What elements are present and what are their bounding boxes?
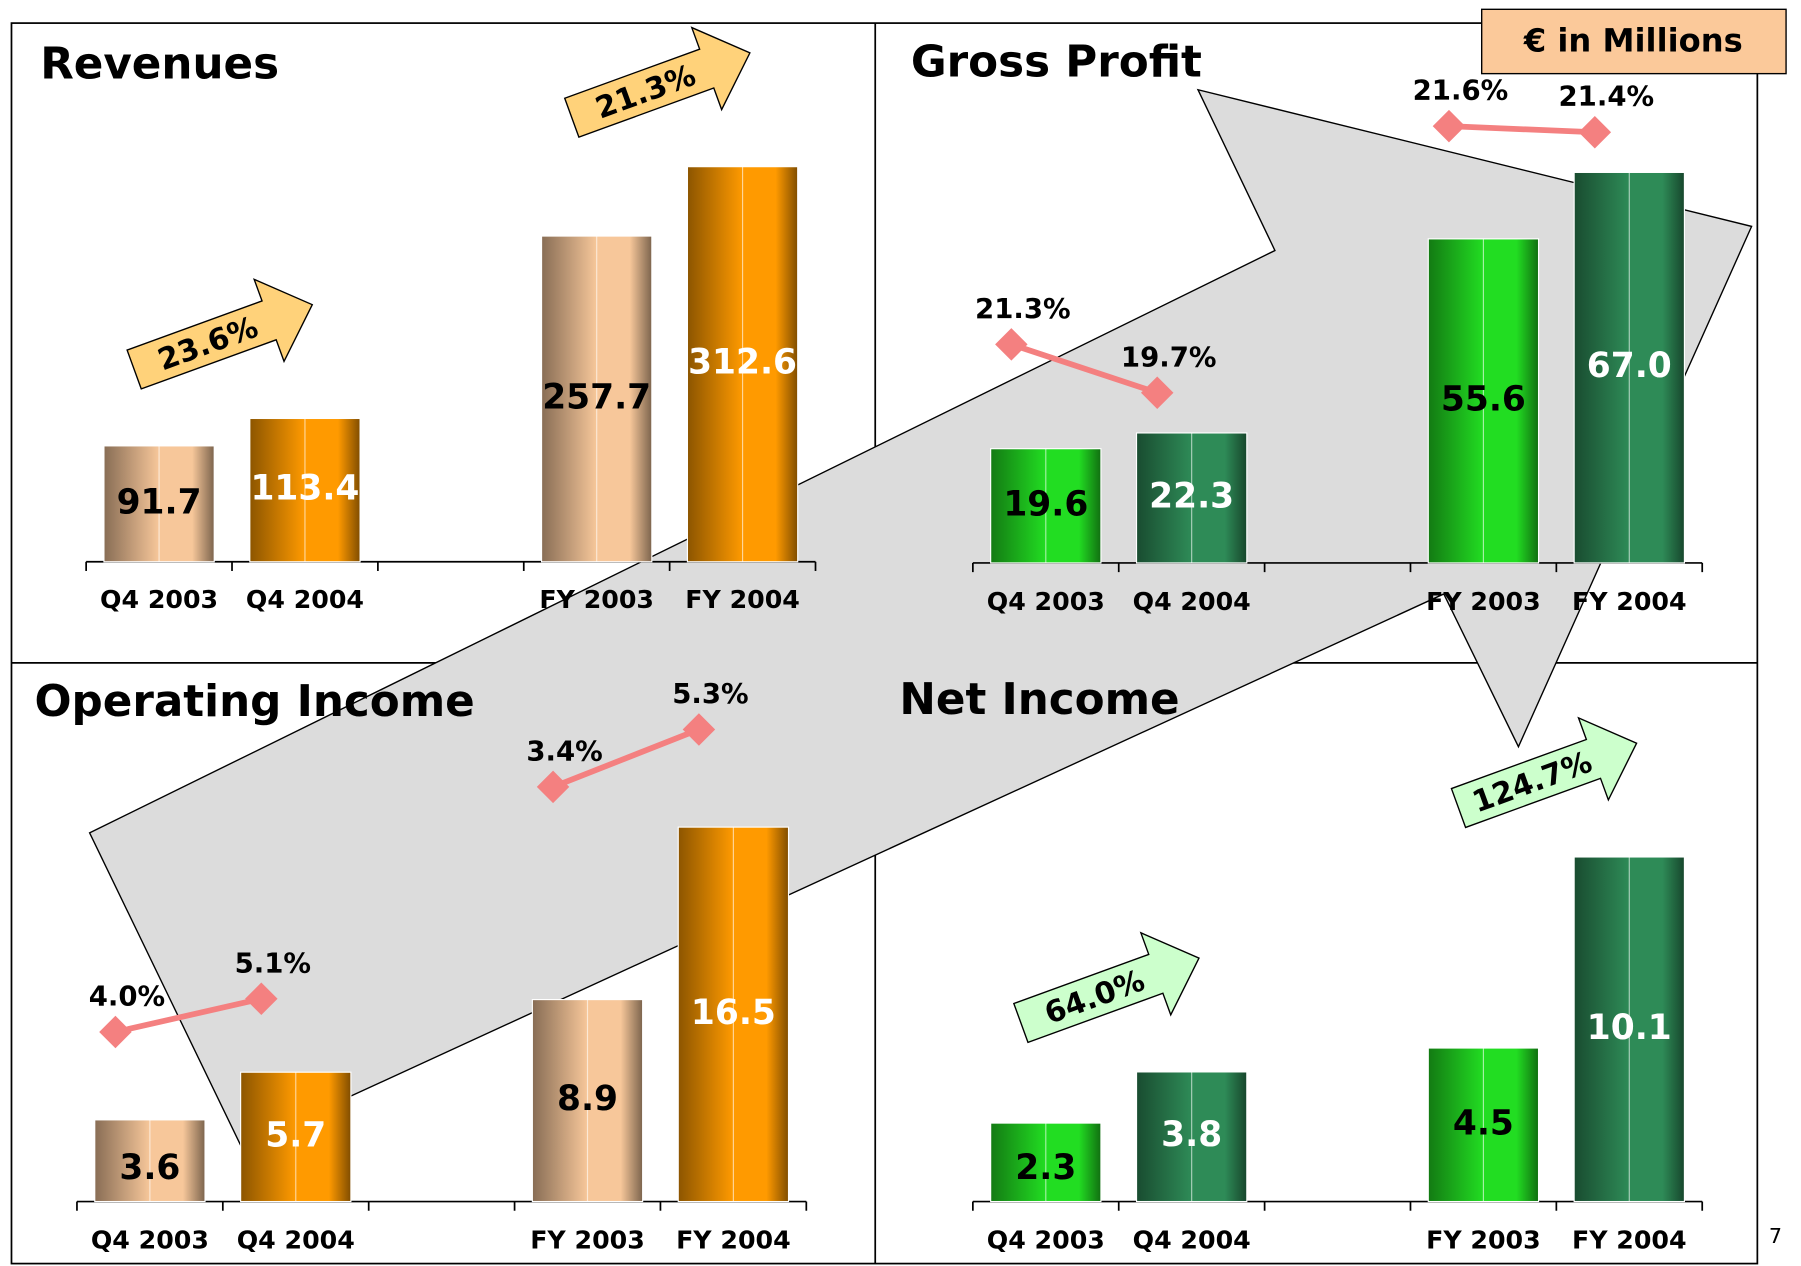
arrow-shape xyxy=(1012,931,1200,1044)
category-label: Q4 2004 xyxy=(246,585,364,614)
category-label: Q4 2003 xyxy=(91,1226,209,1255)
arrow-shape xyxy=(126,278,314,390)
category-label: FY 2004 xyxy=(676,1226,791,1255)
arrow-shape xyxy=(563,26,751,139)
margin-label: 5.3% xyxy=(672,678,748,710)
margin-line xyxy=(551,726,700,790)
arrow-shape xyxy=(1450,716,1638,829)
value-label: 67.0 xyxy=(1587,346,1672,386)
margin-line xyxy=(1010,341,1159,396)
chart-title: Revenues xyxy=(40,39,279,90)
value-label: 22.3 xyxy=(1149,476,1234,516)
margin-point xyxy=(995,328,1028,361)
value-label: 5.7 xyxy=(265,1115,326,1155)
value-label: 16.5 xyxy=(691,993,776,1033)
category-label: FY 2004 xyxy=(685,585,800,614)
value-label: 113.4 xyxy=(250,469,359,509)
margin-point xyxy=(245,982,278,1015)
margin-label: 5.1% xyxy=(235,947,311,979)
value-label: 55.6 xyxy=(1441,379,1526,419)
unit-note: € in Millions xyxy=(1523,22,1743,60)
margin-label: 21.6% xyxy=(1413,75,1509,107)
frame xyxy=(10,22,1759,1265)
page-number: 7 xyxy=(1769,1224,1782,1248)
category-label: FY 2003 xyxy=(1426,1226,1541,1255)
category-label: FY 2003 xyxy=(539,585,654,614)
category-label: Q4 2004 xyxy=(1133,587,1251,616)
category-label: FY 2003 xyxy=(530,1226,645,1255)
margin-label: 21.3% xyxy=(975,293,1071,325)
value-label: 3.8 xyxy=(1161,1115,1222,1155)
value-label: 257.7 xyxy=(542,377,651,417)
margin-line xyxy=(114,995,262,1035)
category-label: Q4 2004 xyxy=(237,1226,355,1255)
margin-label: 19.7% xyxy=(1121,341,1217,373)
margin-point xyxy=(99,1015,132,1049)
chart-title: Operating Income xyxy=(34,676,474,727)
margin-line xyxy=(1448,123,1595,136)
value-label: 91.7 xyxy=(117,482,202,522)
growth-arrow: 21.3% xyxy=(563,26,751,139)
value-label: 3.6 xyxy=(119,1148,180,1188)
value-label: 4.5 xyxy=(1453,1103,1514,1143)
category-label: FY 2004 xyxy=(1572,1226,1687,1255)
value-label: 8.9 xyxy=(557,1079,618,1119)
growth-arrow: 64.0% xyxy=(1012,931,1200,1044)
margin-label: 4.0% xyxy=(89,981,165,1013)
margin-point xyxy=(1578,115,1612,149)
margin-label: 21.4% xyxy=(1559,81,1655,113)
margin-label: 3.4% xyxy=(526,735,602,767)
margin-point xyxy=(1432,109,1466,143)
margin-point xyxy=(682,713,716,746)
value-label: 312.6 xyxy=(688,343,797,383)
growth-label: 124.7% xyxy=(1468,745,1597,820)
chart-title: Gross Profit xyxy=(911,36,1202,87)
unit-badge xyxy=(1481,8,1787,75)
value-label: 10.1 xyxy=(1587,1008,1672,1048)
category-label: Q4 2003 xyxy=(987,587,1105,616)
category-label: FY 2004 xyxy=(1572,587,1687,616)
category-label: Q4 2004 xyxy=(1133,1226,1251,1255)
category-label: Q4 2003 xyxy=(100,585,218,614)
value-label: 2.3 xyxy=(1015,1148,1076,1188)
category-label: FY 2003 xyxy=(1426,587,1541,616)
category-label: Q4 2003 xyxy=(987,1226,1105,1255)
growth-arrow: 23.6% xyxy=(126,278,314,390)
chart-title: Net Income xyxy=(899,674,1179,725)
growth-arrow: 124.7% xyxy=(1450,716,1638,829)
value-label: 19.6 xyxy=(1003,484,1088,524)
